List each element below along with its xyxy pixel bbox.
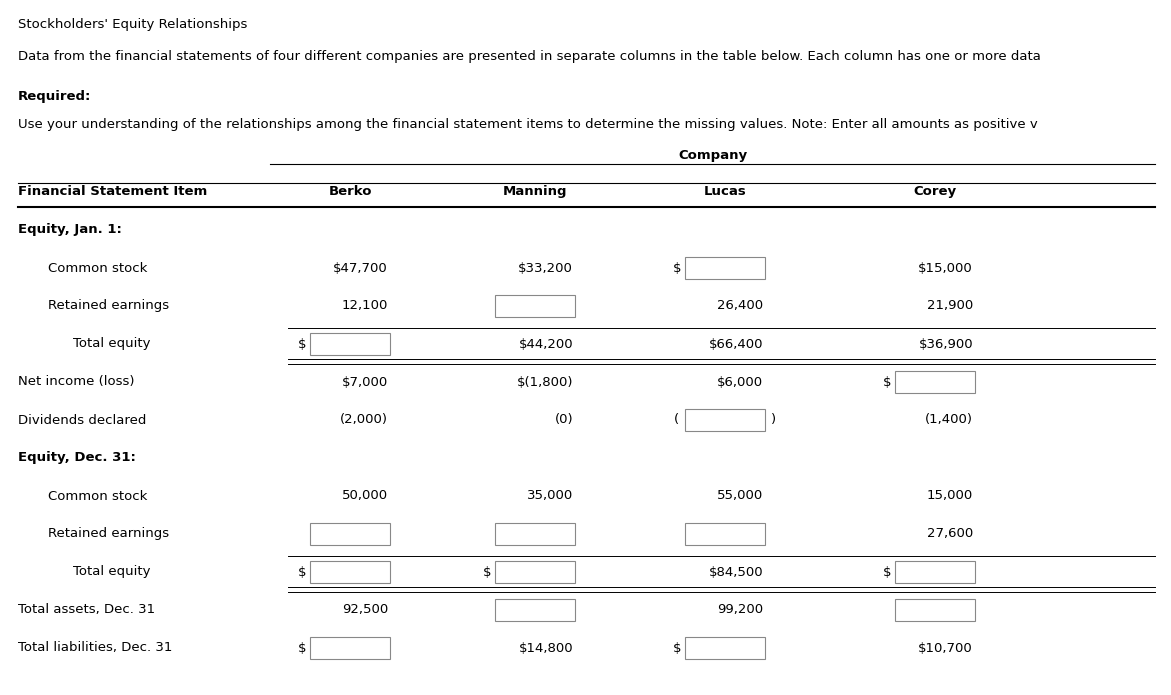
Text: $33,200: $33,200 — [518, 261, 573, 275]
Text: Total assets, Dec. 31: Total assets, Dec. 31 — [18, 603, 155, 616]
Text: 55,000: 55,000 — [717, 489, 763, 502]
Text: Total equity: Total equity — [73, 566, 151, 578]
Text: $(1,800): $(1,800) — [516, 375, 573, 389]
Bar — [895, 561, 975, 583]
Text: $7,000: $7,000 — [342, 375, 388, 389]
Text: Use your understanding of the relationships among the financial statement items : Use your understanding of the relationsh… — [18, 118, 1038, 131]
Bar — [310, 561, 390, 583]
Text: 99,200: 99,200 — [717, 603, 763, 616]
Bar — [310, 333, 390, 355]
Text: Manning: Manning — [502, 185, 567, 198]
Text: 92,500: 92,500 — [342, 603, 388, 616]
Text: $: $ — [672, 641, 682, 655]
Text: $: $ — [297, 566, 306, 578]
Bar — [685, 637, 765, 659]
Text: Corey: Corey — [913, 185, 957, 198]
Text: 26,400: 26,400 — [717, 300, 763, 313]
Text: $: $ — [297, 338, 306, 350]
Text: $10,700: $10,700 — [918, 641, 973, 655]
Bar — [310, 637, 390, 659]
Text: Lucas: Lucas — [704, 185, 746, 198]
Text: 50,000: 50,000 — [342, 489, 388, 502]
Text: Company: Company — [678, 149, 747, 162]
Text: (: ( — [673, 414, 679, 427]
Text: Financial Statement Item: Financial Statement Item — [18, 185, 207, 198]
Text: Total equity: Total equity — [73, 338, 151, 350]
Text: (0): (0) — [554, 414, 573, 427]
Text: 12,100: 12,100 — [342, 300, 388, 313]
Text: Dividends declared: Dividends declared — [18, 414, 146, 427]
Bar — [895, 371, 975, 393]
Text: Berko: Berko — [328, 185, 371, 198]
Text: 21,900: 21,900 — [926, 300, 973, 313]
Bar — [495, 599, 575, 621]
Text: $66,400: $66,400 — [708, 338, 763, 350]
Text: Equity, Jan. 1:: Equity, Jan. 1: — [18, 224, 122, 236]
Text: $: $ — [672, 261, 682, 275]
Text: Equity, Dec. 31:: Equity, Dec. 31: — [18, 452, 136, 464]
Bar — [685, 409, 765, 431]
Text: $15,000: $15,000 — [918, 261, 973, 275]
Text: $47,700: $47,700 — [334, 261, 388, 275]
Bar — [685, 257, 765, 279]
Text: 35,000: 35,000 — [527, 489, 573, 502]
Text: $: $ — [883, 566, 891, 578]
Text: Common stock: Common stock — [48, 261, 148, 275]
Text: (2,000): (2,000) — [340, 414, 388, 427]
Text: $14,800: $14,800 — [519, 641, 573, 655]
Text: 15,000: 15,000 — [926, 489, 973, 502]
Text: Total liabilities, Dec. 31: Total liabilities, Dec. 31 — [18, 641, 172, 655]
Text: Retained earnings: Retained earnings — [48, 300, 169, 313]
Text: $: $ — [297, 641, 306, 655]
Text: Common stock: Common stock — [48, 489, 148, 502]
Text: $6,000: $6,000 — [717, 375, 763, 389]
Text: Data from the financial statements of four different companies are presented in : Data from the financial statements of fo… — [18, 50, 1041, 63]
Text: Stockholders' Equity Relationships: Stockholders' Equity Relationships — [18, 18, 247, 31]
Bar — [495, 523, 575, 545]
Text: Required:: Required: — [18, 90, 91, 103]
Text: $84,500: $84,500 — [708, 566, 763, 578]
Text: ): ) — [771, 414, 776, 427]
Text: Net income (loss): Net income (loss) — [18, 375, 135, 389]
Text: (1,400): (1,400) — [925, 414, 973, 427]
Bar — [685, 523, 765, 545]
Text: Retained earnings: Retained earnings — [48, 528, 169, 541]
Bar — [495, 561, 575, 583]
Text: $: $ — [883, 375, 891, 389]
Text: $44,200: $44,200 — [519, 338, 573, 350]
Text: $36,900: $36,900 — [918, 338, 973, 350]
Bar — [895, 599, 975, 621]
Bar — [495, 295, 575, 317]
Bar — [310, 523, 390, 545]
Text: 27,600: 27,600 — [926, 528, 973, 541]
Text: $: $ — [482, 566, 491, 578]
